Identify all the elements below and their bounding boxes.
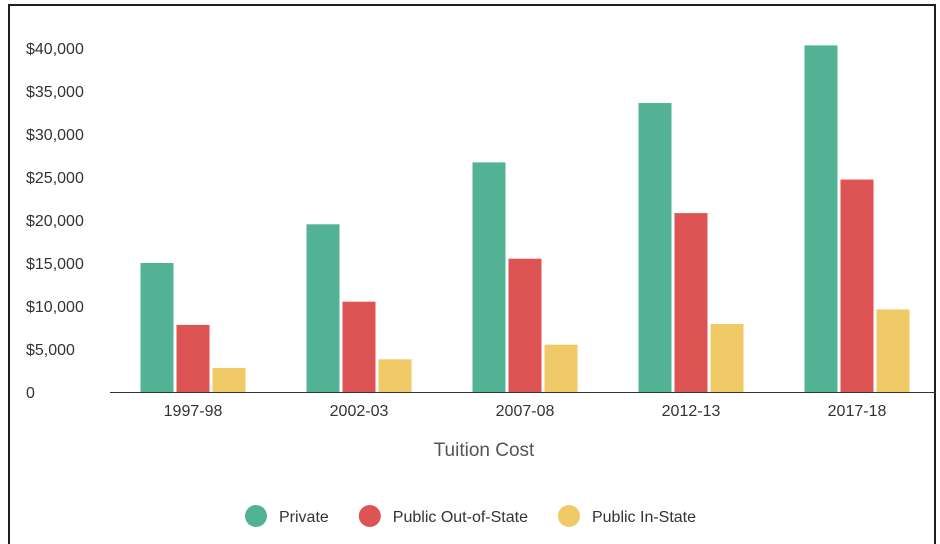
y-tick-label: $20,000 xyxy=(26,213,84,230)
bar-private xyxy=(804,45,838,393)
bar-private xyxy=(140,263,174,392)
bar-public-out-of-state xyxy=(674,213,708,392)
bar-chart: 0 $5,000 $10,000 $15,000 $20,000 $25,000 $30,0… xyxy=(26,41,936,527)
legend-label: Private xyxy=(279,509,329,526)
bars xyxy=(140,45,910,393)
bar-public-in-state xyxy=(876,309,910,392)
bar-public-out-of-state xyxy=(342,301,376,392)
chart-frame: 0 $5,000 $10,000 $15,000 $20,000 $25,000 $30,0… xyxy=(8,4,936,544)
legend: Private Public Out-of-State Public In-Stat… xyxy=(245,505,696,527)
bar-public-out-of-state xyxy=(176,324,210,392)
y-tick-label: $5,000 xyxy=(26,342,75,359)
bar-private xyxy=(638,103,672,392)
x-tick-label: 2007-08 xyxy=(496,403,555,420)
x-tick-label: 2012-13 xyxy=(662,403,721,420)
y-tick-label: $30,000 xyxy=(26,127,84,144)
bar-private xyxy=(306,224,340,392)
legend-swatch xyxy=(358,505,381,527)
bar-public-out-of-state xyxy=(508,258,542,392)
y-tick-label: $10,000 xyxy=(26,299,84,316)
y-tick-label: $15,000 xyxy=(26,256,84,273)
bar-public-in-state xyxy=(212,367,246,392)
bar-private xyxy=(472,162,506,392)
y-tick-label: $35,000 xyxy=(26,84,84,101)
x-tick-label: 1997-98 xyxy=(164,403,223,420)
y-tick-label: $40,000 xyxy=(26,41,84,58)
legend-swatch xyxy=(245,505,267,527)
y-axis-ticks: 0 $5,000 $10,000 $15,000 $20,000 $25,000 $30,0… xyxy=(26,41,84,402)
legend-label: Public Out-of-State xyxy=(393,509,528,526)
legend-label: Public In-State xyxy=(592,509,696,526)
x-tick-label: 2002-03 xyxy=(330,403,389,420)
bar-public-in-state xyxy=(710,324,744,392)
x-axis-title: Tuition Cost xyxy=(434,440,535,461)
bar-public-in-state xyxy=(544,344,578,392)
x-tick-label: 2017-18 xyxy=(828,403,887,420)
y-tick-label: $25,000 xyxy=(26,170,84,187)
legend-swatch xyxy=(557,505,580,527)
x-axis-ticks: 1997-98 2002-03 2007-08 2012-13 2017-18 xyxy=(164,403,887,420)
y-tick-label: 0 xyxy=(26,385,35,402)
bar-public-in-state xyxy=(378,359,412,392)
bar-public-out-of-state xyxy=(840,179,874,392)
